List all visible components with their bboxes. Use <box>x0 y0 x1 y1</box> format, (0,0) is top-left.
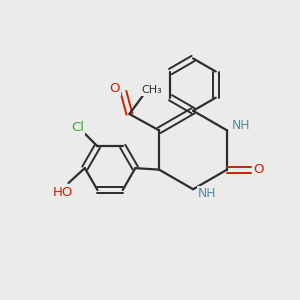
Text: Cl: Cl <box>71 121 84 134</box>
Text: HO: HO <box>53 186 73 199</box>
Text: NH: NH <box>198 187 217 200</box>
Text: CH₃: CH₃ <box>141 85 162 95</box>
Text: NH: NH <box>232 119 250 132</box>
Text: O: O <box>254 163 264 176</box>
Text: O: O <box>109 82 120 95</box>
